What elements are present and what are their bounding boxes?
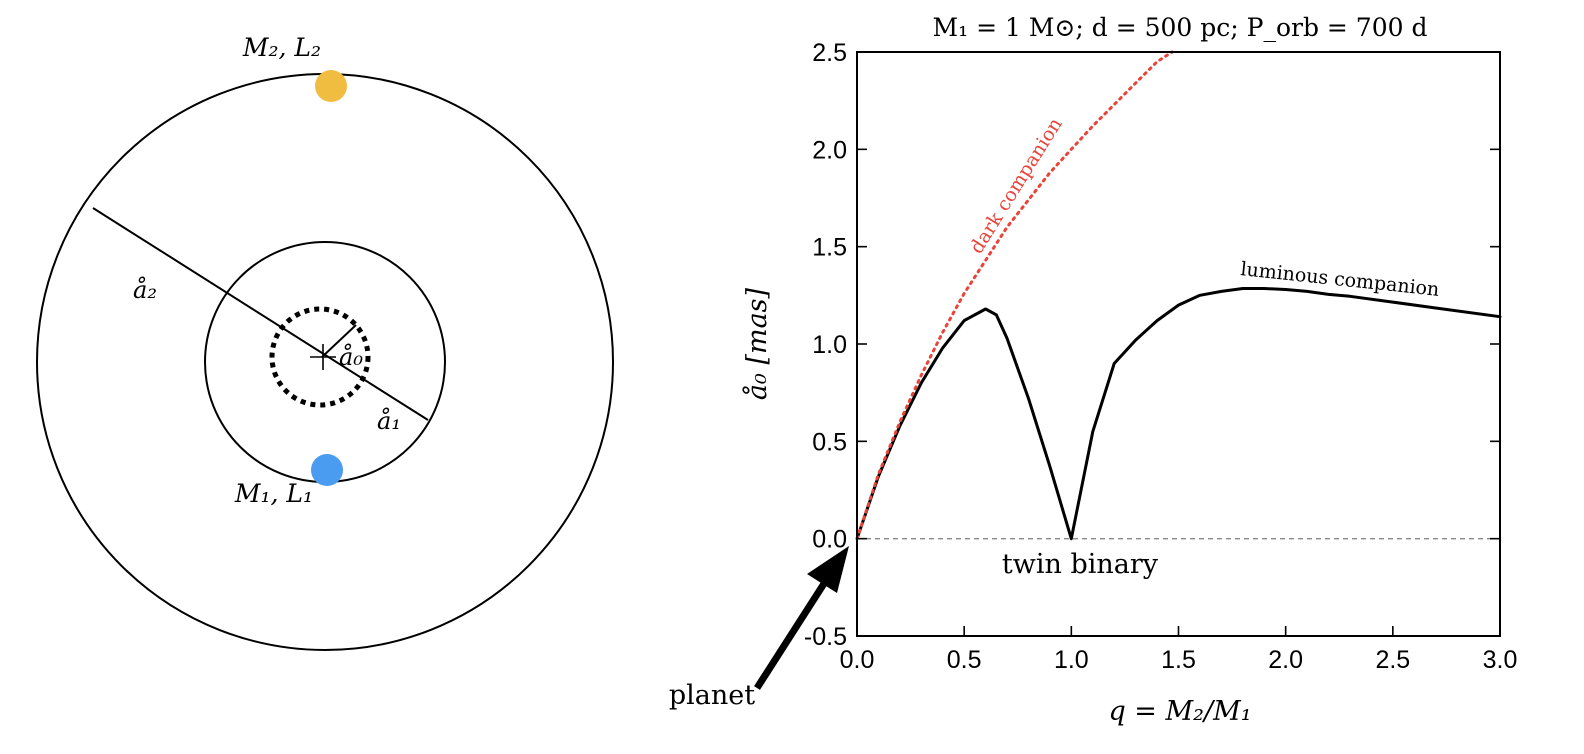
x-tick-label: 1.5 (1161, 646, 1196, 674)
x-tick-label: 2.0 (1268, 646, 1303, 674)
semi-major-axis-line (92, 207, 429, 421)
series-layer (855, 50, 1502, 541)
dark-companion-curve (855, 50, 1174, 541)
x-ticks: 0.0 0.5 1.0 1.5 2.0 2.5 3.0 (840, 626, 1518, 674)
y-tick-label: -0.5 (804, 623, 847, 651)
primary-orbit (204, 241, 446, 483)
x-tick-label: 3.0 (1483, 646, 1518, 674)
x-tick-label: 2.5 (1375, 646, 1410, 674)
plot-frame (856, 51, 1501, 637)
planet-arrow (754, 546, 849, 690)
secondary-star (315, 70, 347, 102)
chart: M₁ = 1 M⊙; d = 500 pc; P_orb = 700 d 0.0… (669, 13, 1518, 727)
primary-star-label: M₁, L₁ (234, 479, 313, 508)
y-tick-label: 2.5 (812, 39, 847, 67)
secondary-orbit (36, 73, 614, 651)
chart-title: M₁ = 1 M⊙; d = 500 pc; P_orb = 700 d (933, 13, 1428, 42)
barycenter-orbit (269, 306, 371, 408)
a0-radius-line (321, 324, 357, 358)
orbit-diagram: M₂, L₂ M₁, L₁ å₂ å₁ å₀ (36, 33, 614, 651)
dark-companion-label: dark companion (966, 114, 1067, 258)
y-tick-label: 0.5 (812, 428, 847, 456)
x-axis-label: q = M₂/M₁ (1108, 696, 1251, 727)
y-axis-label: å₀ [mas] (741, 287, 773, 400)
a2-label: å₂ (133, 275, 157, 304)
a0-label: å₀ (339, 342, 363, 371)
x-tick-label: 0.0 (840, 646, 875, 674)
twin-binary-label: twin binary (1002, 549, 1159, 580)
y-ticks: -0.5 0.0 0.5 1.0 1.5 2.0 2.5 (804, 39, 1500, 651)
secondary-star-label: M₂, L₂ (242, 33, 321, 62)
y-tick-label: 1.5 (812, 234, 847, 262)
y-tick-label: 1.0 (812, 331, 847, 359)
x-tick-label: 1.0 (1054, 646, 1089, 674)
primary-star (311, 454, 343, 486)
y-tick-label: 0.0 (812, 526, 847, 554)
x-tick-label: 0.5 (947, 646, 982, 674)
a1-label: å₁ (377, 406, 401, 435)
planet-label: planet (669, 680, 755, 711)
luminous-companion-curve (855, 287, 1502, 541)
y-tick-label: 2.0 (812, 136, 847, 164)
